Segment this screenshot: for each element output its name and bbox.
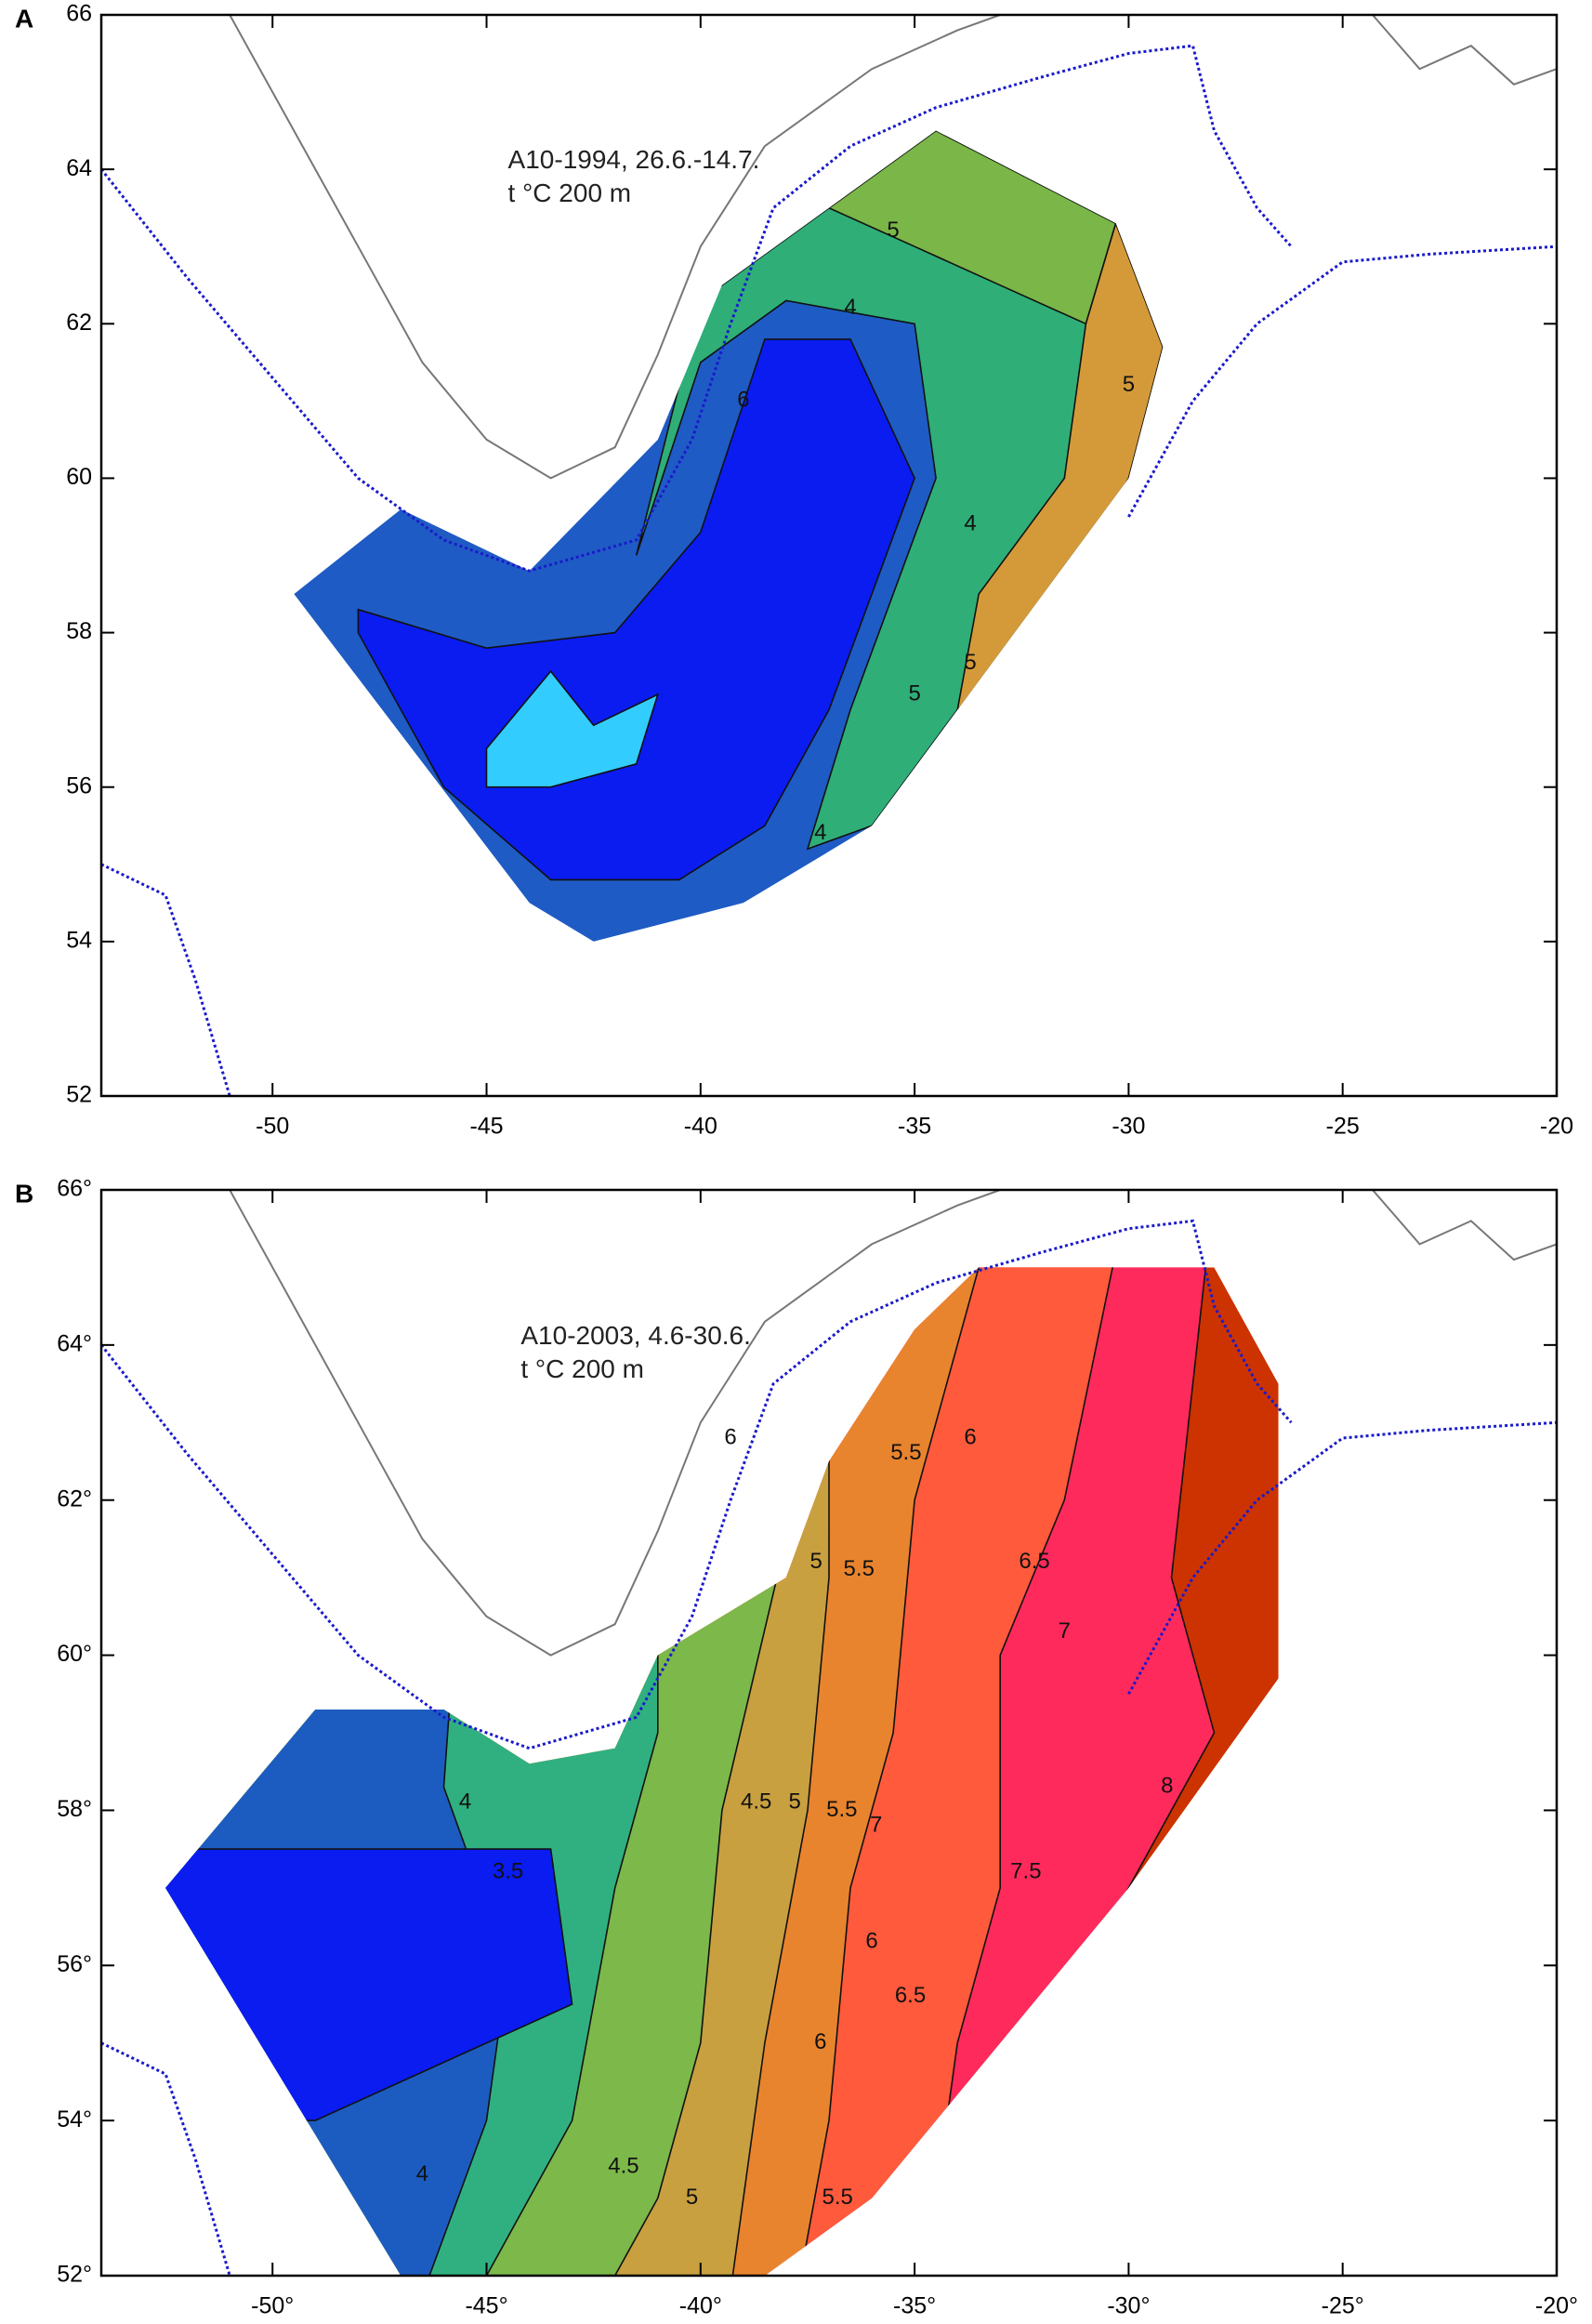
y-tick-label: 60°: [57, 1641, 92, 1667]
x-tick-label: -45: [469, 1114, 503, 1140]
contour-label: 5: [887, 218, 899, 243]
contour-label: 4: [416, 2161, 428, 2186]
y-tick-label: 60: [66, 464, 92, 490]
contour-label: 6.5: [1019, 1549, 1049, 1574]
x-tick-label: -40°: [679, 2293, 722, 2319]
contour-label: 5: [810, 1549, 822, 1574]
contour-label: 5.5: [844, 1556, 875, 1581]
annotation: A10-2003, 4.6-30.6.: [520, 1321, 751, 1350]
greenland-coast: [229, 15, 1001, 480]
x-tick-label: -20: [1540, 1114, 1573, 1140]
contour-label: 5: [788, 1789, 800, 1814]
contour-label: 7: [1059, 1618, 1071, 1644]
x-tick-label: -45°: [465, 2293, 507, 2319]
contour-label: 6: [737, 388, 749, 413]
contour-label: 7: [870, 1812, 882, 1837]
annotation: t °C 200 m: [508, 178, 632, 207]
y-tick-label: 62: [66, 310, 92, 336]
x-tick-label: -30: [1112, 1114, 1145, 1140]
greenland-coast: [229, 1190, 1001, 1657]
y-tick-label: 52°: [57, 2262, 92, 2288]
panel-label: A: [15, 4, 33, 33]
y-tick-label: 54°: [57, 2106, 92, 2133]
iceland-coast: [1372, 15, 1557, 86]
y-tick-label: 58: [66, 618, 92, 644]
contour-label: 4: [459, 1789, 471, 1814]
contour-label: 5: [686, 2185, 698, 2210]
shelf-line: [1127, 1420, 1557, 1696]
y-tick-label: 58°: [57, 1796, 92, 1822]
y-tick-label: 52: [66, 1082, 92, 1108]
x-tick-label: -35°: [893, 2293, 936, 2319]
contour-label: 4: [814, 820, 826, 845]
x-tick-label: -20°: [1535, 2293, 1578, 2319]
contour-label: 6: [814, 2029, 826, 2054]
y-tick-label: 54: [66, 927, 92, 953]
y-tick-label: 66: [66, 1, 92, 27]
x-tick-label: -30°: [1107, 2293, 1150, 2319]
shelf-line: [101, 863, 231, 1096]
contour-label: 4: [844, 295, 856, 320]
x-tick-label: -25: [1326, 1114, 1360, 1140]
x-tick-label: -40: [684, 1114, 717, 1140]
temperature-field: [294, 130, 1164, 942]
contour-label: 5.5: [890, 1440, 921, 1465]
plot-frame: [99, 13, 1559, 1098]
contour-band: [165, 1267, 509, 2276]
annotation: t °C 200 m: [520, 1354, 644, 1383]
contour-label: 5: [908, 680, 920, 706]
contour-label: 4.5: [608, 2154, 638, 2179]
y-tick-label: 64: [66, 155, 92, 181]
x-tick-label: -25°: [1322, 2293, 1364, 2319]
contour-label: 5.5: [826, 1797, 857, 1822]
contour-label: 4: [964, 511, 976, 536]
y-tick-label: 64°: [57, 1330, 92, 1356]
x-tick-label: -35: [898, 1114, 931, 1140]
contour-label: 5: [964, 650, 976, 675]
y-tick-label: 62°: [57, 1486, 92, 1512]
shelf-line: [101, 1219, 1293, 1750]
shelf-line: [1127, 244, 1557, 518]
y-tick-label: 56: [66, 772, 92, 799]
map-panel: 6 5.5 6 5 5.5 6.5 7 4 3.5 4.5 5 5.5 7 6 6.5 6 5.5 4.5 5 4 8 7…: [15, 1176, 1578, 2319]
annotation: A10-1994, 26.6.-14.7.: [508, 145, 760, 174]
contour-label: 3.5: [493, 1859, 523, 1884]
contour-band: [485, 669, 660, 788]
iceland-coast: [1372, 1190, 1557, 1261]
shelf-line: [101, 44, 1293, 573]
contour-label: 7.5: [1010, 1859, 1041, 1884]
contour-label: 5.5: [822, 2185, 853, 2210]
contour-label: 5: [1123, 372, 1135, 397]
x-tick-label: -50°: [251, 2293, 294, 2319]
shelf-line: [101, 2041, 231, 2276]
y-tick-label: 66°: [57, 1176, 92, 1202]
contour-label: 6.5: [895, 1983, 926, 2008]
contour-label: 6: [724, 1424, 736, 1449]
panel-label: B: [15, 1179, 33, 1208]
contour-label: 6: [964, 1424, 976, 1449]
y-tick-label: 56°: [57, 1951, 92, 1977]
x-tick-label: -50: [256, 1114, 289, 1140]
plot-frame: [99, 1188, 1559, 2278]
contour-label: 6: [865, 1929, 877, 1954]
contour-label: 4.5: [741, 1789, 771, 1814]
contour-label: 8: [1161, 1774, 1173, 1799]
